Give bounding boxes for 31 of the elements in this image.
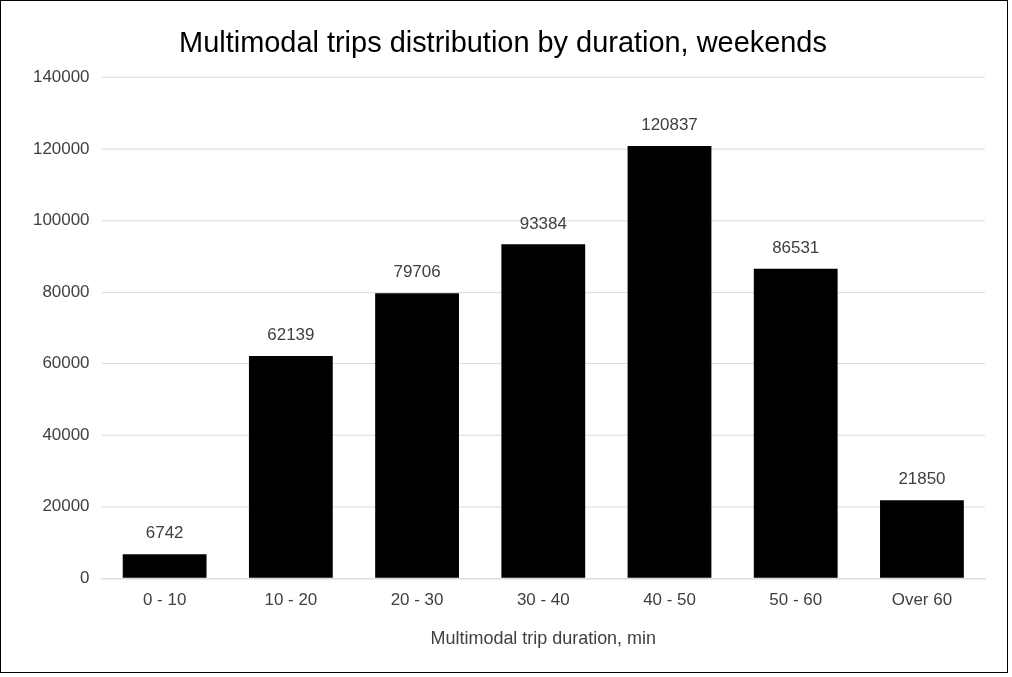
chart-title: Multimodal trips distribution by duration, weekends bbox=[179, 26, 827, 59]
bar bbox=[122, 554, 207, 578]
data-label: 120837 bbox=[641, 115, 698, 135]
y-tick-label: 140000 bbox=[32, 67, 90, 87]
x-tick-label: 20 - 30 bbox=[390, 590, 444, 610]
bar bbox=[248, 356, 333, 578]
bar bbox=[501, 244, 586, 578]
y-tick-label: 100000 bbox=[32, 210, 90, 230]
x-tick-label: 0 - 10 bbox=[142, 590, 187, 610]
bar bbox=[880, 500, 964, 578]
y-tick-label: 40000 bbox=[42, 424, 90, 444]
y-tick-label: 20000 bbox=[42, 496, 90, 516]
data-label: 93384 bbox=[519, 213, 567, 233]
x-tick-label: 40 - 50 bbox=[643, 590, 696, 610]
bar bbox=[753, 268, 838, 578]
x-tick-label: 30 - 40 bbox=[516, 590, 570, 610]
y-tick-label: 120000 bbox=[32, 138, 90, 158]
data-label: 62139 bbox=[267, 325, 315, 345]
y-tick-label: 0 bbox=[80, 567, 90, 587]
x-tick-label: Over 60 bbox=[891, 590, 953, 610]
x-tick-label: 10 - 20 bbox=[264, 590, 318, 610]
y-tick-label: 80000 bbox=[42, 281, 90, 301]
data-label: 21850 bbox=[898, 469, 946, 489]
x-axis-title: Multimodal trip duration, min bbox=[430, 628, 656, 649]
data-label: 86531 bbox=[772, 238, 820, 258]
x-tick-label: 50 - 60 bbox=[769, 590, 823, 610]
y-tick-label: 60000 bbox=[42, 353, 90, 373]
data-label: 79706 bbox=[393, 262, 441, 282]
bar bbox=[375, 293, 459, 578]
bar bbox=[627, 146, 712, 578]
data-label: 6742 bbox=[145, 523, 184, 543]
